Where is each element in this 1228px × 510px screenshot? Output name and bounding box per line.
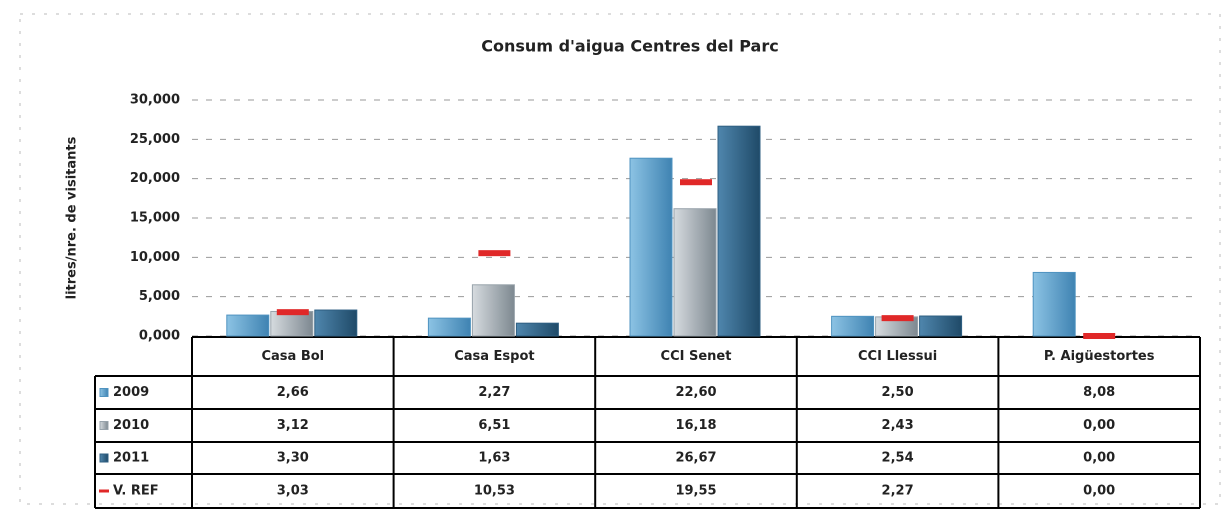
bar <box>226 314 270 337</box>
x-tick-label: Casa Bol <box>261 349 324 364</box>
bar <box>673 208 717 337</box>
ref-marker <box>881 315 914 322</box>
bar <box>427 317 471 337</box>
table-value: 3,12 <box>277 418 309 433</box>
bar <box>629 157 673 337</box>
ref-marker <box>680 179 712 186</box>
table-value: 2,27 <box>882 484 914 499</box>
table-value: 0,00 <box>1083 484 1115 499</box>
y-tick-label: 5,000 <box>139 289 180 304</box>
y-tick-label: 25,000 <box>130 132 180 147</box>
y-tick-label: 15,000 <box>130 211 180 226</box>
bar <box>515 322 559 337</box>
table-value: 2,66 <box>277 385 309 400</box>
bar <box>717 125 761 337</box>
y-tick-label: 20,000 <box>130 171 180 186</box>
chart-border <box>19 13 1221 505</box>
table-value: 2,43 <box>882 418 914 433</box>
bar <box>831 315 875 337</box>
legend-label: V. REF <box>113 484 159 499</box>
bar <box>471 284 515 337</box>
legend-key <box>99 421 109 430</box>
table-value: 3,30 <box>277 451 309 466</box>
table-value: 19,55 <box>675 484 716 499</box>
x-tick-label: CCI Senet <box>661 349 732 364</box>
x-tick-label: Casa Espot <box>454 349 534 364</box>
table-value: 0,00 <box>1083 418 1115 433</box>
bar <box>314 309 358 337</box>
table-value: 2,50 <box>882 385 914 400</box>
x-tick-label: P. Aigüestortes <box>1044 349 1155 364</box>
table-value: 1,63 <box>478 451 510 466</box>
bar <box>1032 271 1076 337</box>
table-value: 0,00 <box>1083 451 1115 466</box>
y-tick-label: 10,000 <box>130 250 180 265</box>
y-tick-label: 0,000 <box>139 329 180 344</box>
table-value: 2,27 <box>478 385 510 400</box>
table-value: 10,53 <box>474 484 515 499</box>
x-tick-label: CCI Llessui <box>858 349 937 364</box>
table-value: 6,51 <box>478 418 510 433</box>
ref-marker <box>1083 333 1116 339</box>
chart-title: Consum d'aigua Centres del Parc <box>481 37 778 56</box>
table-value: 2,54 <box>882 451 914 466</box>
legend-label: 2009 <box>113 385 149 400</box>
ref-marker <box>478 250 511 257</box>
legend-label: 2011 <box>113 451 149 466</box>
y-axis-label: litres/nre. de visitants <box>65 136 80 299</box>
legend-key <box>99 388 109 397</box>
y-tick-label: 30,000 <box>130 93 180 108</box>
legend-key <box>99 453 109 463</box>
table-value: 3,03 <box>277 484 309 499</box>
legend-key <box>99 489 109 493</box>
ref-marker <box>276 309 309 316</box>
legend-label: 2010 <box>113 418 149 433</box>
table-value: 8,08 <box>1083 385 1115 400</box>
table-value: 26,67 <box>675 451 716 466</box>
table-value: 22,60 <box>675 385 716 400</box>
bar <box>919 315 963 337</box>
table-value: 16,18 <box>675 418 716 433</box>
bar <box>270 310 314 337</box>
